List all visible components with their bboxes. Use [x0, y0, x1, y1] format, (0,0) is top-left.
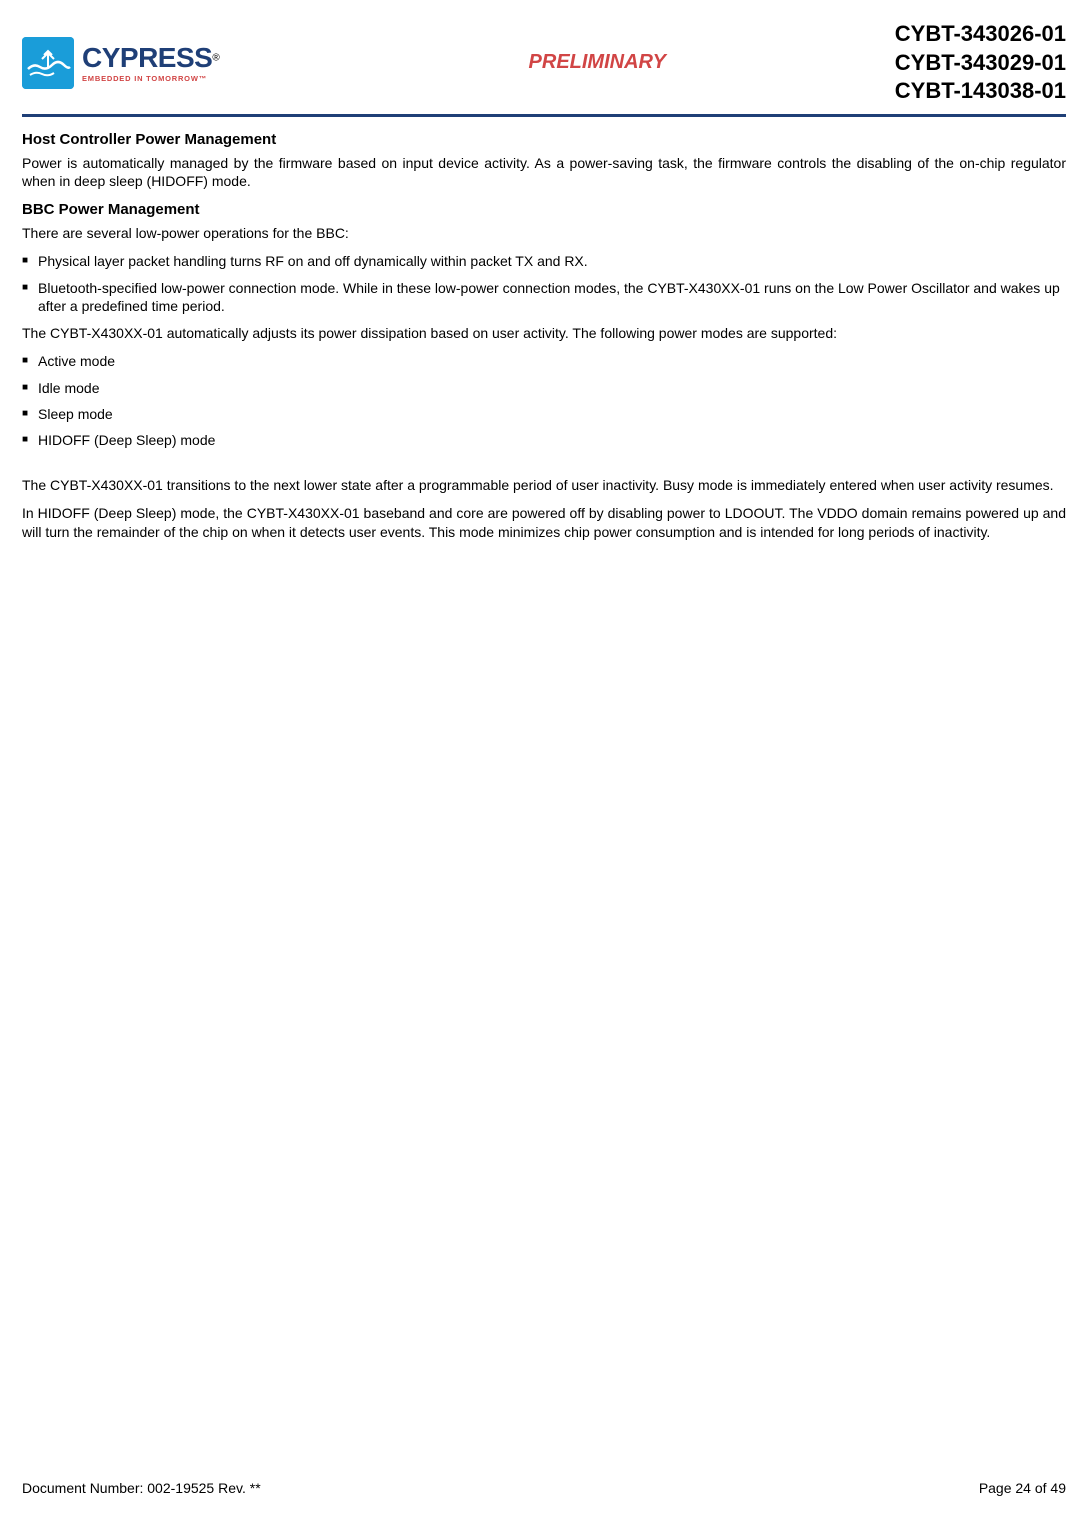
- part-number: CYBT-343026-01: [895, 20, 1066, 49]
- list-item: Physical layer packet handling turns RF …: [22, 252, 1066, 270]
- body-paragraph: In HIDOFF (Deep Sleep) mode, the CYBT-X4…: [22, 504, 1066, 541]
- part-number: CYBT-143038-01: [895, 77, 1066, 106]
- header-rule: [22, 114, 1066, 117]
- part-numbers: CYBT-343026-01 CYBT-343029-01 CYBT-14303…: [895, 20, 1066, 106]
- logo-text: CYPRESS® EMBEDDED IN TOMORROW™: [82, 44, 220, 83]
- list-item: HIDOFF (Deep Sleep) mode: [22, 431, 1066, 449]
- page-footer: Document Number: 002-19525 Rev. ** Page …: [22, 1480, 1066, 1496]
- list-item: Active mode: [22, 352, 1066, 370]
- list-item: Sleep mode: [22, 405, 1066, 423]
- logo-reg-mark: ®: [212, 52, 219, 63]
- page-header: CYPRESS® EMBEDDED IN TOMORROW™ PRELIMINA…: [22, 20, 1066, 106]
- part-number: CYBT-343029-01: [895, 49, 1066, 78]
- body-paragraph: Power is automatically managed by the fi…: [22, 154, 1066, 191]
- page-number: Page 24 of 49: [979, 1480, 1066, 1496]
- body-paragraph: The CYBT-X430XX-01 transitions to the ne…: [22, 476, 1066, 494]
- section-heading-host-controller: Host Controller Power Management: [22, 131, 1066, 148]
- power-modes-list: Active mode Idle mode Sleep mode HIDOFF …: [22, 352, 1066, 450]
- section-heading-bbc: BBC Power Management: [22, 201, 1066, 218]
- logo-tagline: EMBEDDED IN TOMORROW™: [82, 75, 220, 83]
- preliminary-label: PRELIMINARY: [529, 51, 666, 74]
- doc-number: Document Number: 002-19525 Rev. **: [22, 1480, 261, 1496]
- list-item: Bluetooth-specified low-power connection…: [22, 279, 1066, 316]
- logo-main-text: CYPRESS: [82, 42, 212, 73]
- list-item: Idle mode: [22, 379, 1066, 397]
- logo-block: CYPRESS® EMBEDDED IN TOMORROW™: [22, 37, 220, 89]
- body-paragraph: There are several low-power operations f…: [22, 224, 1066, 242]
- body-paragraph: The CYBT-X430XX-01 automatically adjusts…: [22, 324, 1066, 342]
- operations-list: Physical layer packet handling turns RF …: [22, 252, 1066, 315]
- cypress-logo-icon: [22, 37, 74, 89]
